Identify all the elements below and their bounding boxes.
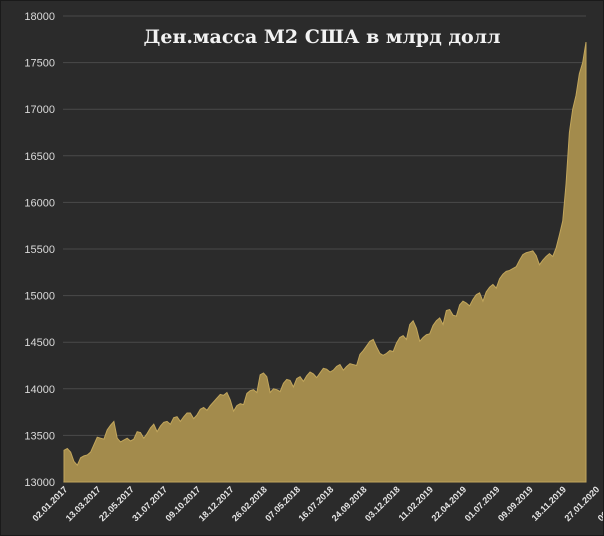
m2-area — [63, 42, 587, 483]
y-tick-label: 14000 — [24, 384, 55, 396]
y-tick-label: 13000 — [24, 477, 55, 489]
y-tick-label: 18000 — [24, 11, 55, 23]
x-tick-label: 09.09.2019 — [496, 484, 535, 523]
y-tick-label: 13500 — [24, 430, 55, 442]
x-axis-ticks: 02.01.201713.03.201722.05.201731.07.2017… — [30, 484, 603, 523]
chart-title: Ден.масса М2 США в млрд долл — [144, 26, 501, 48]
y-tick-label: 16500 — [24, 151, 55, 163]
y-tick-label: 17500 — [24, 58, 55, 70]
y-tick-label: 15500 — [24, 244, 55, 256]
y-axis-ticks: 13000 13500 14000 14500 15000 15500 16000 16500… — [24, 11, 55, 489]
y-tick-label: 17000 — [24, 104, 55, 116]
area-series — [63, 42, 587, 483]
y-tick-label: 14500 — [24, 337, 55, 349]
x-tick-label: 16.07.2018 — [296, 484, 335, 523]
y-tick-label: 16000 — [24, 197, 55, 209]
x-tick-label: 03.12.2018 — [363, 484, 402, 523]
y-tick-label: 15000 — [24, 291, 55, 303]
